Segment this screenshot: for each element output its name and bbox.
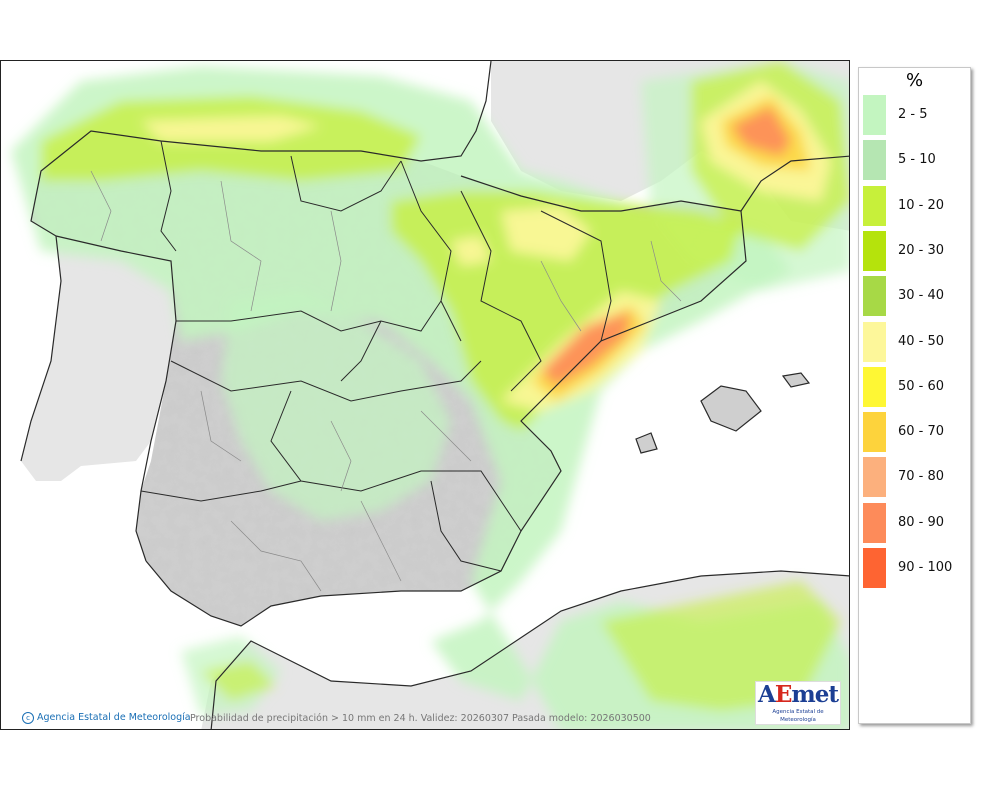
legend-label: 50 - 60 [898, 378, 945, 394]
probability-legend: % 2 - 5 5 - 10 10 - 20 20 - 30 30 - 40 40 - 5… [858, 67, 971, 724]
agency-credit-text: Agencia Estatal de Meteorología [37, 712, 191, 723]
legend-swatch [863, 95, 886, 135]
legend-label: 20 - 30 [898, 242, 945, 258]
legend-item: 5 - 10 [863, 140, 968, 181]
legend-swatch [863, 457, 886, 498]
legend-swatch [863, 366, 886, 407]
legend-swatch [863, 548, 886, 588]
legend-label: 30 - 40 [898, 288, 945, 304]
legend-item: 40 - 50 [863, 321, 968, 362]
menorca [783, 373, 809, 387]
legend-label: 2 - 5 [898, 107, 928, 122]
legend-label: 80 - 90 [898, 514, 945, 530]
forecast-map [0, 60, 850, 730]
copyright-icon: c [22, 712, 34, 724]
legend-item: 2 - 5 [863, 95, 968, 135]
legend-label: 60 - 70 [898, 424, 945, 440]
legend-swatch [863, 502, 886, 543]
legend-label: 70 - 80 [898, 469, 945, 485]
aemet-logo: AEmet Agencia Estatal de Meteorología [755, 681, 841, 725]
portugal-land [21, 236, 176, 481]
ibiza [636, 433, 657, 453]
legend-swatch [863, 276, 886, 317]
map-caption: Probabilidad de precipitación > 10 mm en… [190, 713, 651, 724]
legend-item: 30 - 40 [863, 276, 968, 317]
agency-credit: c Agencia Estatal de Meteorología [22, 712, 191, 724]
legend-swatch [863, 230, 886, 271]
legend-item: 80 - 90 [863, 502, 968, 543]
legend-item: 50 - 60 [863, 366, 968, 407]
legend-label: 90 - 100 [898, 560, 953, 575]
legend-item: 90 - 100 [863, 548, 968, 588]
legend-swatch [863, 140, 886, 181]
legend-swatch [863, 321, 886, 362]
legend-item: 70 - 80 [863, 457, 968, 498]
mallorca [701, 386, 761, 431]
aemet-logo-subtitle: Agencia Estatal de Meteorología [772, 709, 824, 723]
legend-title: % [905, 70, 924, 91]
legend-label: 40 - 50 [898, 333, 945, 349]
aemet-logo-word: AEmet [758, 681, 839, 708]
legend-label: 5 - 10 [898, 152, 936, 168]
legend-item: 10 - 20 [863, 185, 968, 226]
legend-item: 60 - 70 [863, 412, 968, 453]
legend-swatch [863, 412, 886, 453]
province-borders [90, 170, 682, 592]
region-borders [140, 140, 612, 572]
probability-fields [11, 61, 849, 729]
legend-label: 10 - 20 [898, 197, 945, 213]
legend-swatch [863, 185, 886, 226]
legend-item: 20 - 30 [863, 230, 968, 271]
map-canvas [11, 61, 849, 729]
